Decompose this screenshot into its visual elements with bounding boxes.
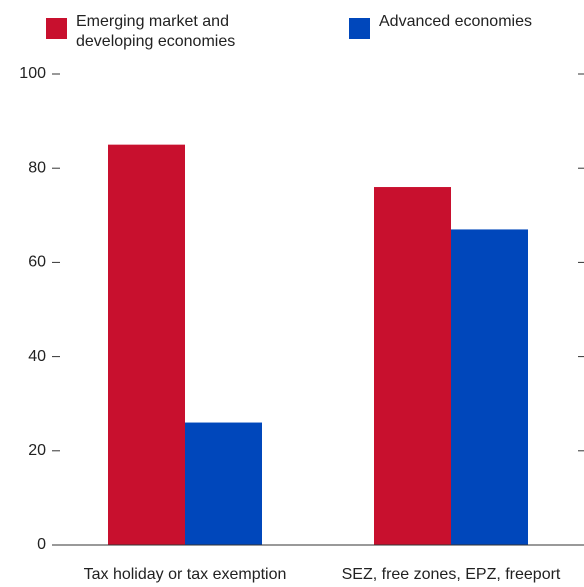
legend-swatch <box>349 18 370 39</box>
y-tick-label: 60 <box>28 254 46 271</box>
y-tick-label: 0 <box>37 536 46 553</box>
legend-label: Emerging market and developing economies <box>76 13 236 50</box>
bar <box>451 229 528 545</box>
bar <box>374 187 451 546</box>
y-tick-label: 40 <box>28 348 46 365</box>
legend-swatch <box>46 18 67 39</box>
x-tick-label: Tax holiday or tax exemption <box>84 566 287 583</box>
y-tick-label: 100 <box>19 65 46 82</box>
legend-label: Advanced economies <box>379 13 532 30</box>
legend-item: Advanced economies <box>349 12 579 39</box>
legend-item: Emerging market and developing economies <box>46 12 261 52</box>
bar <box>108 144 185 545</box>
bar <box>185 422 262 545</box>
x-tick-label: SEZ, free zones, EPZ, freeport <box>342 566 561 583</box>
y-tick-label: 80 <box>28 159 46 176</box>
y-tick-label: 20 <box>28 442 46 459</box>
